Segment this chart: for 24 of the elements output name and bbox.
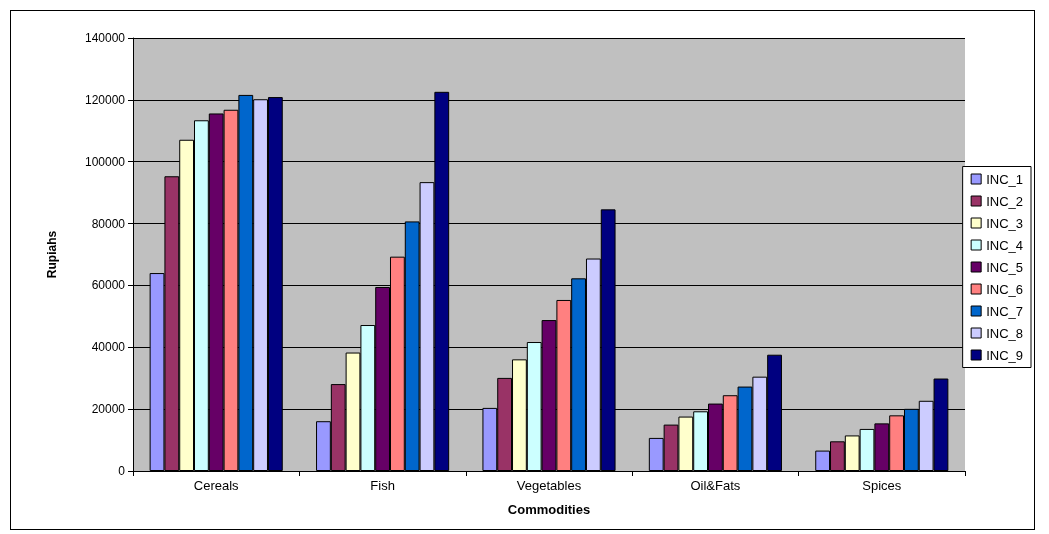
x-tick-label: Vegetables bbox=[516, 478, 582, 493]
y-tick-label: 20000 bbox=[91, 402, 126, 417]
legend-label: INC_6 bbox=[986, 281, 1024, 297]
x-tick-label: Oil&Fats bbox=[690, 478, 741, 493]
legend-label: INC_1 bbox=[986, 171, 1024, 187]
legend-label: INC_2 bbox=[986, 193, 1024, 209]
y-tick-label: 120000 bbox=[84, 92, 126, 107]
y-axis-title: Rupiahs bbox=[45, 230, 59, 279]
y-tick-label: 0 bbox=[118, 464, 126, 478]
legend-label: INC_5 bbox=[986, 259, 1024, 275]
legend-label: INC_9 bbox=[986, 347, 1024, 363]
legend-label: INC_8 bbox=[986, 325, 1024, 341]
x-axis-title: Commodities bbox=[507, 502, 591, 517]
y-tick-label: 80000 bbox=[91, 216, 126, 231]
x-tick-label: Fish bbox=[370, 478, 395, 493]
x-tick-label: Spices bbox=[862, 478, 902, 493]
x-tick-label: Cereals bbox=[193, 478, 240, 493]
y-tick-label: 140000 bbox=[84, 31, 126, 45]
legend-label: INC_3 bbox=[986, 215, 1024, 231]
y-tick-label: 40000 bbox=[91, 340, 126, 355]
legend-label: INC_4 bbox=[986, 237, 1024, 253]
y-tick-label: 100000 bbox=[84, 154, 126, 169]
y-tick-label: 60000 bbox=[91, 278, 126, 293]
legend-label: INC_7 bbox=[986, 303, 1024, 319]
